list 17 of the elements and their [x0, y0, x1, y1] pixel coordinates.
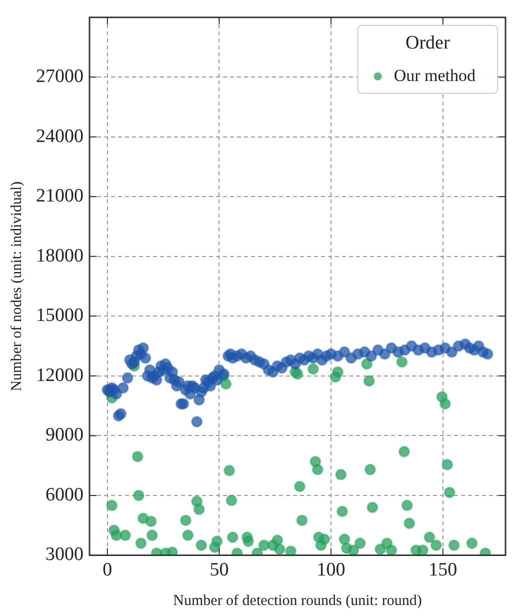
y-tick-label: 9000	[46, 424, 84, 446]
y-tick-label: 15000	[36, 305, 84, 326]
y-tick-label: 12000	[36, 364, 84, 386]
x-axis-title: Number of detection rounds (unit: round)	[173, 592, 422, 609]
y-tick-label: 24000	[36, 126, 84, 147]
legend-label: Our method	[394, 66, 476, 85]
y-tick-label: 18000	[36, 245, 84, 266]
y-tick-label: 27000	[36, 66, 84, 88]
y-axis-title: Number of nodes (unit: individual)	[8, 181, 25, 392]
x-tick-label: 50	[210, 560, 229, 581]
x-tick-label: 100	[316, 560, 346, 581]
y-tick-label: 3000	[46, 544, 84, 566]
x-tick-label: 150	[428, 560, 458, 581]
x-tick-label: 0	[102, 560, 112, 581]
legend-title: Order	[406, 32, 450, 54]
y-tick-label: 21000	[36, 186, 84, 207]
y-tick-label: 6000	[46, 484, 84, 506]
